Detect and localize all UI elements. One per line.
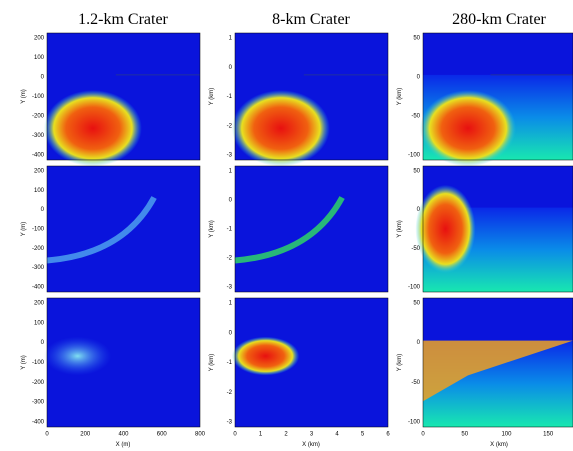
- x-tick-label: 200: [80, 432, 91, 438]
- panel: [232, 298, 388, 427]
- x-tick-label: 150: [543, 432, 554, 438]
- y-tick-label: 0: [229, 198, 233, 204]
- panel: [235, 166, 388, 292]
- melt: [232, 337, 299, 376]
- panel: [416, 166, 573, 292]
- y-tick-label: 0: [41, 207, 45, 213]
- y-tick-label: 1: [229, 301, 233, 307]
- x-tick-label: 0: [45, 432, 49, 438]
- panel-background: [235, 166, 388, 292]
- y-tick-label: -3: [227, 153, 233, 159]
- y-tick-label: -100: [32, 360, 45, 366]
- y-tick-label: -3: [227, 420, 233, 426]
- y-tick-label: -200: [32, 114, 45, 120]
- y-axis-label: Y (km): [397, 88, 403, 106]
- x-tick-label: 400: [118, 432, 129, 438]
- y-axis-label: Y (km): [397, 354, 403, 372]
- x-tick-label: 0: [233, 432, 237, 438]
- y-tick-label: -1: [227, 227, 233, 233]
- y-tick-label: -300: [32, 400, 45, 406]
- y-tick-label: -100: [408, 153, 421, 159]
- panel: [420, 33, 573, 166]
- y-tick-label: 200: [34, 169, 45, 175]
- y-axis-label: Y (km): [209, 220, 215, 238]
- y-tick-label: 1: [229, 169, 233, 175]
- y-axis-label: Y (m): [21, 222, 27, 237]
- y-tick-label: 0: [41, 75, 45, 81]
- y-tick-label: -2: [227, 390, 233, 396]
- ejecta: [420, 90, 516, 166]
- y-tick-label: -1: [227, 94, 233, 100]
- y-tick-label: -100: [408, 420, 421, 426]
- y-tick-label: -300: [32, 265, 45, 271]
- y-tick-label: -400: [32, 285, 45, 291]
- y-tick-label: 100: [34, 188, 45, 194]
- melt: [44, 337, 111, 376]
- y-axis-label: Y (m): [21, 89, 27, 104]
- y-axis-label: Y (km): [397, 220, 403, 238]
- y-axis-label: Y (km): [209, 354, 215, 372]
- x-tick-label: 3: [310, 432, 314, 438]
- x-tick-label: 6: [386, 432, 390, 438]
- x-tick-label: 1: [259, 432, 263, 438]
- y-tick-label: 200: [34, 301, 45, 307]
- x-tick-label: 4: [335, 432, 339, 438]
- y-tick-label: 0: [229, 65, 233, 71]
- y-axis-label: Y (m): [21, 355, 27, 370]
- ejecta: [232, 90, 330, 166]
- y-tick-label: 0: [229, 330, 233, 336]
- panel: [44, 298, 200, 427]
- y-tick-label: -400: [32, 153, 45, 159]
- panel: [423, 298, 573, 427]
- y-tick-label: -50: [411, 380, 420, 386]
- column-title: 8-km Crater: [272, 11, 350, 28]
- x-tick-label: 2: [284, 432, 288, 438]
- panel-background: [47, 166, 200, 292]
- y-tick-label: 0: [417, 340, 421, 346]
- y-tick-label: -3: [227, 285, 233, 291]
- y-tick-label: 0: [417, 75, 421, 81]
- y-tick-label: -100: [32, 227, 45, 233]
- x-tick-label: 5: [361, 432, 365, 438]
- y-tick-label: 100: [34, 320, 45, 326]
- y-tick-label: -1: [227, 360, 233, 366]
- x-tick-label: 800: [195, 432, 206, 438]
- y-tick-label: 50: [413, 169, 420, 175]
- y-tick-label: -100: [32, 94, 45, 100]
- y-tick-label: -50: [411, 246, 420, 252]
- y-tick-label: 100: [34, 55, 45, 61]
- y-tick-label: -200: [32, 246, 45, 252]
- y-tick-label: 200: [34, 36, 45, 42]
- panel: [47, 166, 200, 292]
- y-tick-label: -2: [227, 123, 233, 129]
- y-tick-label: -2: [227, 256, 233, 262]
- y-tick-label: -300: [32, 133, 45, 139]
- y-tick-label: -100: [408, 285, 421, 291]
- y-tick-label: -200: [32, 380, 45, 386]
- figure: 1.2-km Crater2001000-100-200-300-400Y (m…: [0, 0, 573, 451]
- x-tick-label: 100: [501, 432, 512, 438]
- panel: [232, 33, 388, 166]
- y-tick-label: 0: [41, 340, 45, 346]
- column-title: 1.2-km Crater: [78, 11, 168, 28]
- panel: [44, 33, 200, 166]
- melt: [416, 185, 476, 273]
- x-axis-label: X (km): [302, 442, 320, 448]
- y-axis-label: Y (km): [209, 88, 215, 106]
- x-axis-label: X (km): [490, 442, 508, 448]
- ejecta: [44, 90, 142, 166]
- x-tick-label: 600: [157, 432, 168, 438]
- y-tick-label: 50: [413, 36, 420, 42]
- y-tick-label: 1: [229, 36, 233, 42]
- y-tick-label: 50: [413, 301, 420, 307]
- x-axis-label: X (m): [116, 442, 131, 448]
- y-tick-label: -400: [32, 420, 45, 426]
- column-title: 280-km Crater: [452, 11, 546, 28]
- x-tick-label: 0: [421, 432, 425, 438]
- x-tick-label: 50: [461, 432, 468, 438]
- y-tick-label: -50: [411, 114, 420, 120]
